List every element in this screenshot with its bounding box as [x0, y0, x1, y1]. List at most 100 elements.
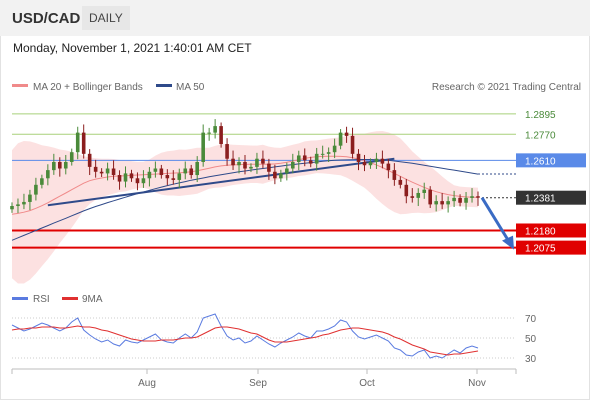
- ma20-legend-label: MA 20 + Bollinger Bands: [33, 82, 143, 93]
- candle-body: [34, 184, 38, 195]
- candle-body: [177, 173, 182, 180]
- candle-body: [326, 152, 331, 154]
- header-bar: USD/CAD DAILY: [0, 0, 590, 36]
- level-label-1.2770: 1.2770: [525, 130, 556, 141]
- level-tag-1.2610: [516, 153, 586, 168]
- candle-body: [308, 160, 313, 164]
- candle-body: [410, 196, 415, 198]
- candle-body: [458, 197, 462, 203]
- level-tag-1.2075: [516, 240, 586, 255]
- level-tag-1.2180: [516, 223, 586, 238]
- candle-body: [153, 168, 158, 172]
- candle-body: [470, 196, 474, 198]
- rsi-legend-label: RSI: [33, 294, 50, 305]
- candle-body: [302, 155, 307, 161]
- candle-body: [273, 171, 277, 179]
- candle-body: [416, 192, 421, 198]
- candle-body: [404, 184, 409, 197]
- level-label-1.2895: 1.2895: [525, 110, 556, 121]
- candle-body: [279, 173, 283, 179]
- x-tick-label-Aug: Aug: [138, 378, 156, 389]
- candle-body: [380, 158, 385, 164]
- x-tick-label-Nov: Nov: [468, 378, 486, 389]
- level-label-1.2180: 1.2180: [525, 226, 556, 237]
- candle-body: [368, 161, 373, 166]
- candle-body: [93, 166, 98, 172]
- candle-body: [446, 201, 450, 205]
- candle-body: [434, 201, 438, 205]
- candle-body: [219, 126, 223, 145]
- candle-body: [332, 145, 337, 153]
- ma9-legend-swatch: [62, 297, 78, 300]
- candle-body: [63, 161, 68, 169]
- candle-body: [464, 197, 468, 203]
- rsi-tick-30: 30: [525, 354, 537, 365]
- rsi-tick-70: 70: [525, 314, 537, 325]
- candle-body: [356, 153, 361, 162]
- ma50-legend-label: MA 50: [176, 82, 205, 93]
- candle-body: [398, 179, 403, 185]
- candle-body: [374, 158, 379, 162]
- candle-body: [99, 171, 104, 174]
- candle-body: [105, 168, 110, 174]
- candle-body: [183, 168, 188, 174]
- candle-body: [87, 153, 92, 167]
- candle-body: [428, 189, 433, 205]
- candle-body: [117, 175, 122, 182]
- candle-body: [46, 170, 50, 179]
- instrument-title: USD/CAD: [12, 10, 81, 27]
- candle-body: [189, 168, 194, 176]
- candle-body: [452, 197, 456, 202]
- level-label-1.2075: 1.2075: [525, 244, 556, 255]
- candle-body: [28, 194, 32, 202]
- candle-body: [123, 173, 128, 182]
- candle-body: [440, 201, 444, 205]
- candle-body: [249, 166, 253, 169]
- level-label-1.2610: 1.2610: [525, 156, 556, 167]
- candle-body: [386, 163, 391, 171]
- ma20-legend-swatch: [12, 84, 28, 87]
- rsi-legend-swatch: [12, 297, 28, 300]
- candle-body: [296, 155, 301, 162]
- candle-body: [314, 153, 319, 164]
- candle-body: [22, 201, 26, 205]
- candle-body: [147, 171, 152, 179]
- support-trendline: [47, 157, 395, 207]
- candle-body: [237, 161, 241, 166]
- candle-body: [213, 126, 217, 133]
- candle-body: [476, 196, 480, 198]
- forecast-arrow-head: [502, 235, 514, 250]
- candle-body: [267, 163, 271, 172]
- report-timestamp: Monday, November 1, 2021 1:40:01 AM CET: [13, 41, 252, 55]
- candle-body: [195, 161, 200, 176]
- ma9-legend-label: 9MA: [82, 294, 103, 305]
- candle-body: [207, 132, 211, 134]
- rsi-ma9-line: [11, 325, 479, 356]
- candle-body: [320, 153, 325, 155]
- candle-body: [392, 170, 397, 180]
- candle-body: [10, 206, 14, 210]
- candle-body: [231, 158, 235, 166]
- candle-body: [362, 161, 367, 166]
- candle-body: [165, 175, 170, 179]
- candle-body: [135, 178, 140, 184]
- period-badge[interactable]: DAILY: [82, 6, 130, 30]
- x-tick-label-Oct: Oct: [359, 378, 375, 389]
- candle-body: [261, 158, 265, 164]
- candle-body: [141, 178, 146, 184]
- candle-body: [255, 158, 259, 167]
- ma50-legend-swatch: [156, 84, 172, 87]
- candle-body: [422, 189, 427, 193]
- candle-body: [159, 168, 164, 176]
- credit-text: Research © 2021 Trading Central: [432, 82, 581, 93]
- candle-body: [16, 204, 20, 207]
- candle-body: [201, 132, 205, 162]
- level-tag-1.2381: [516, 190, 586, 205]
- bollinger-band: [12, 131, 478, 284]
- candle-body: [344, 132, 349, 136]
- candle-body: [338, 132, 343, 146]
- candle-body: [57, 161, 62, 169]
- rsi-line: [11, 313, 479, 359]
- rsi-tick-50: 50: [525, 334, 537, 345]
